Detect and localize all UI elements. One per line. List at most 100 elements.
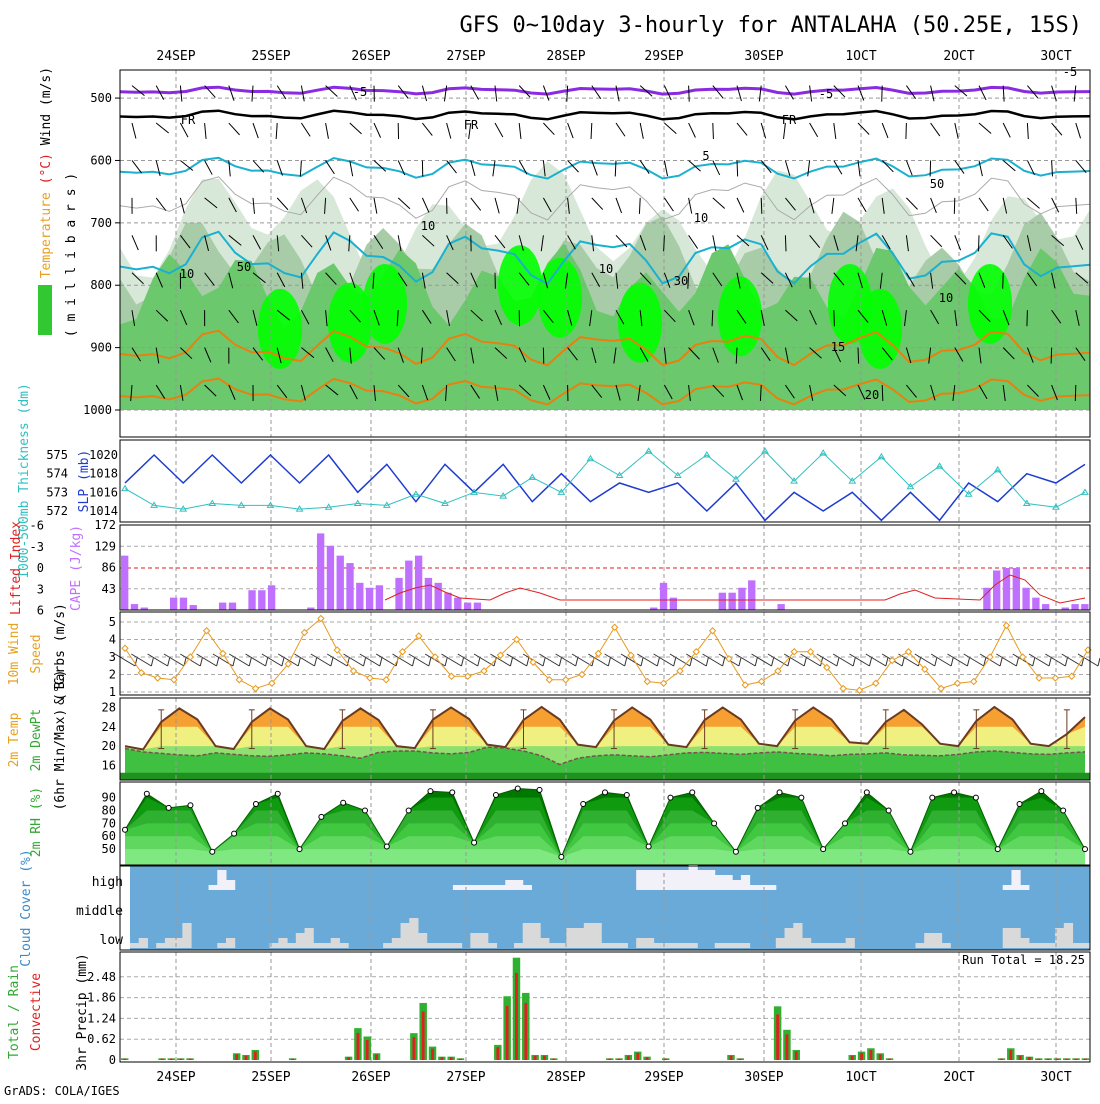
wind-barb <box>262 654 282 666</box>
date-label-bottom: 2OCT <box>943 1070 974 1085</box>
temp-tick-label: 20 <box>102 739 116 753</box>
high-cloud-bar <box>715 875 724 890</box>
precip-convective-bar <box>1075 1059 1078 1060</box>
wind-speed-point <box>1052 675 1058 681</box>
low-cloud-bar <box>732 943 741 948</box>
thickness-point <box>1082 489 1088 494</box>
high-cloud-bar <box>488 885 497 890</box>
wind-barb <box>931 654 951 666</box>
date-label-bottom: 24SEP <box>156 1070 195 1085</box>
low-cloud-bar <box>401 923 410 948</box>
wind-barb <box>882 385 883 401</box>
precip-convective-bar <box>1047 1059 1050 1060</box>
wind-barb <box>637 654 657 666</box>
precip-convective-bar <box>412 1037 415 1060</box>
chart-title: GFS 0~10day 3-hourly for ANTALAHA (50.25… <box>459 13 1082 38</box>
ylabel-part: 2m DewPt <box>29 709 44 772</box>
rh-point <box>472 840 477 845</box>
ylabel-cape: CAPE (J/kg) <box>69 525 84 611</box>
low-cloud-bar <box>819 943 828 948</box>
high-cloud-bar <box>497 885 506 890</box>
low-cloud-bar <box>689 943 698 948</box>
precip-convective-bar <box>179 1059 182 1060</box>
low-cloud-bar <box>575 928 584 948</box>
thickness-line <box>125 451 1085 509</box>
cape-bar <box>1081 604 1088 610</box>
wind-speed-point <box>971 679 977 685</box>
cloud-level-label: middle <box>76 904 123 919</box>
ylabel-part: (6hr Min/Max) (°C) <box>53 670 68 811</box>
wind-barb <box>458 654 478 666</box>
precip-convective-bar <box>1037 1059 1040 1060</box>
ylabel-part: Total / Rain <box>7 965 22 1059</box>
ylabel-part: Speed <box>29 634 44 673</box>
rh-legend-swatch <box>38 285 52 335</box>
slp-tick-label: 1014 <box>89 504 118 518</box>
low-cloud-bar <box>531 923 540 948</box>
rh-tick-label: 50 <box>102 842 116 856</box>
low-cloud-bar <box>540 938 549 948</box>
ytick-label: 800 <box>90 278 112 292</box>
wind-barb <box>507 654 527 666</box>
wind-barb-flag <box>429 658 431 666</box>
wind-barb-flag <box>412 658 414 666</box>
wind-barb-flag <box>576 658 578 666</box>
cape-bar <box>170 598 177 610</box>
wind-barb-flag <box>151 658 153 666</box>
wind-speed-point <box>563 677 569 683</box>
below-ground <box>120 410 1090 437</box>
ylabel-millibars: ( m i l l i b a r s ) <box>64 173 79 337</box>
cape-bar <box>405 561 412 610</box>
precip-convective-bar <box>888 1059 891 1060</box>
cape-bar <box>415 556 422 610</box>
low-cloud-bar <box>226 938 235 948</box>
wind-barb <box>1045 654 1065 666</box>
date-label-top: 1OCT <box>845 49 876 64</box>
wind-tick-label: 5 <box>109 615 116 629</box>
precip-tick-label: 2.48 <box>87 970 116 984</box>
ylabel-rh: 2m RH (%) <box>29 787 44 857</box>
low-cloud-bar <box>793 923 802 948</box>
cape-bar <box>1042 604 1049 610</box>
wind-barb <box>360 654 380 666</box>
cape-bar <box>1013 568 1020 610</box>
rh-point <box>581 802 586 807</box>
low-cloud-bar <box>1081 943 1090 948</box>
cape-bar <box>376 585 383 610</box>
date-label-bottom: 29SEP <box>644 1070 683 1085</box>
precip-tick-label: 1.86 <box>87 991 116 1005</box>
cape-tick-label: 172 <box>94 518 116 532</box>
low-cloud-bar <box>776 938 785 948</box>
wind-barb <box>849 654 869 666</box>
precip-convective-bar <box>357 1033 360 1060</box>
high-cloud-bar <box>636 870 645 890</box>
wind-tick-label: 2 <box>109 668 116 682</box>
wind-barb-flag <box>282 658 284 666</box>
contour-label: FR <box>782 113 797 127</box>
cape-bar <box>337 556 344 610</box>
rh-point <box>537 787 542 792</box>
wind-barb-flag <box>625 658 627 666</box>
high-cloud-bar <box>226 880 235 890</box>
low-cloud-bar <box>619 943 628 948</box>
precip-convective-bar <box>646 1057 649 1060</box>
ytick-label: 900 <box>90 341 112 355</box>
date-label-top: 3OCT <box>1040 49 1071 64</box>
cape-bar <box>356 583 363 610</box>
li-tick-label: -3 <box>30 540 44 554</box>
low-cloud-bar <box>453 943 462 948</box>
high-cloud-bar <box>689 865 698 890</box>
low-cloud-bar <box>846 938 855 948</box>
wind-tick-label: 3 <box>109 650 116 664</box>
wind-barb-flag <box>755 658 757 666</box>
wind-barb-flag <box>1065 658 1067 666</box>
rh-point <box>908 849 913 854</box>
contour-label: 20 <box>865 388 879 402</box>
wind-barb <box>915 654 935 666</box>
cape-bar <box>474 603 481 610</box>
date-label-top: 27SEP <box>446 49 485 64</box>
